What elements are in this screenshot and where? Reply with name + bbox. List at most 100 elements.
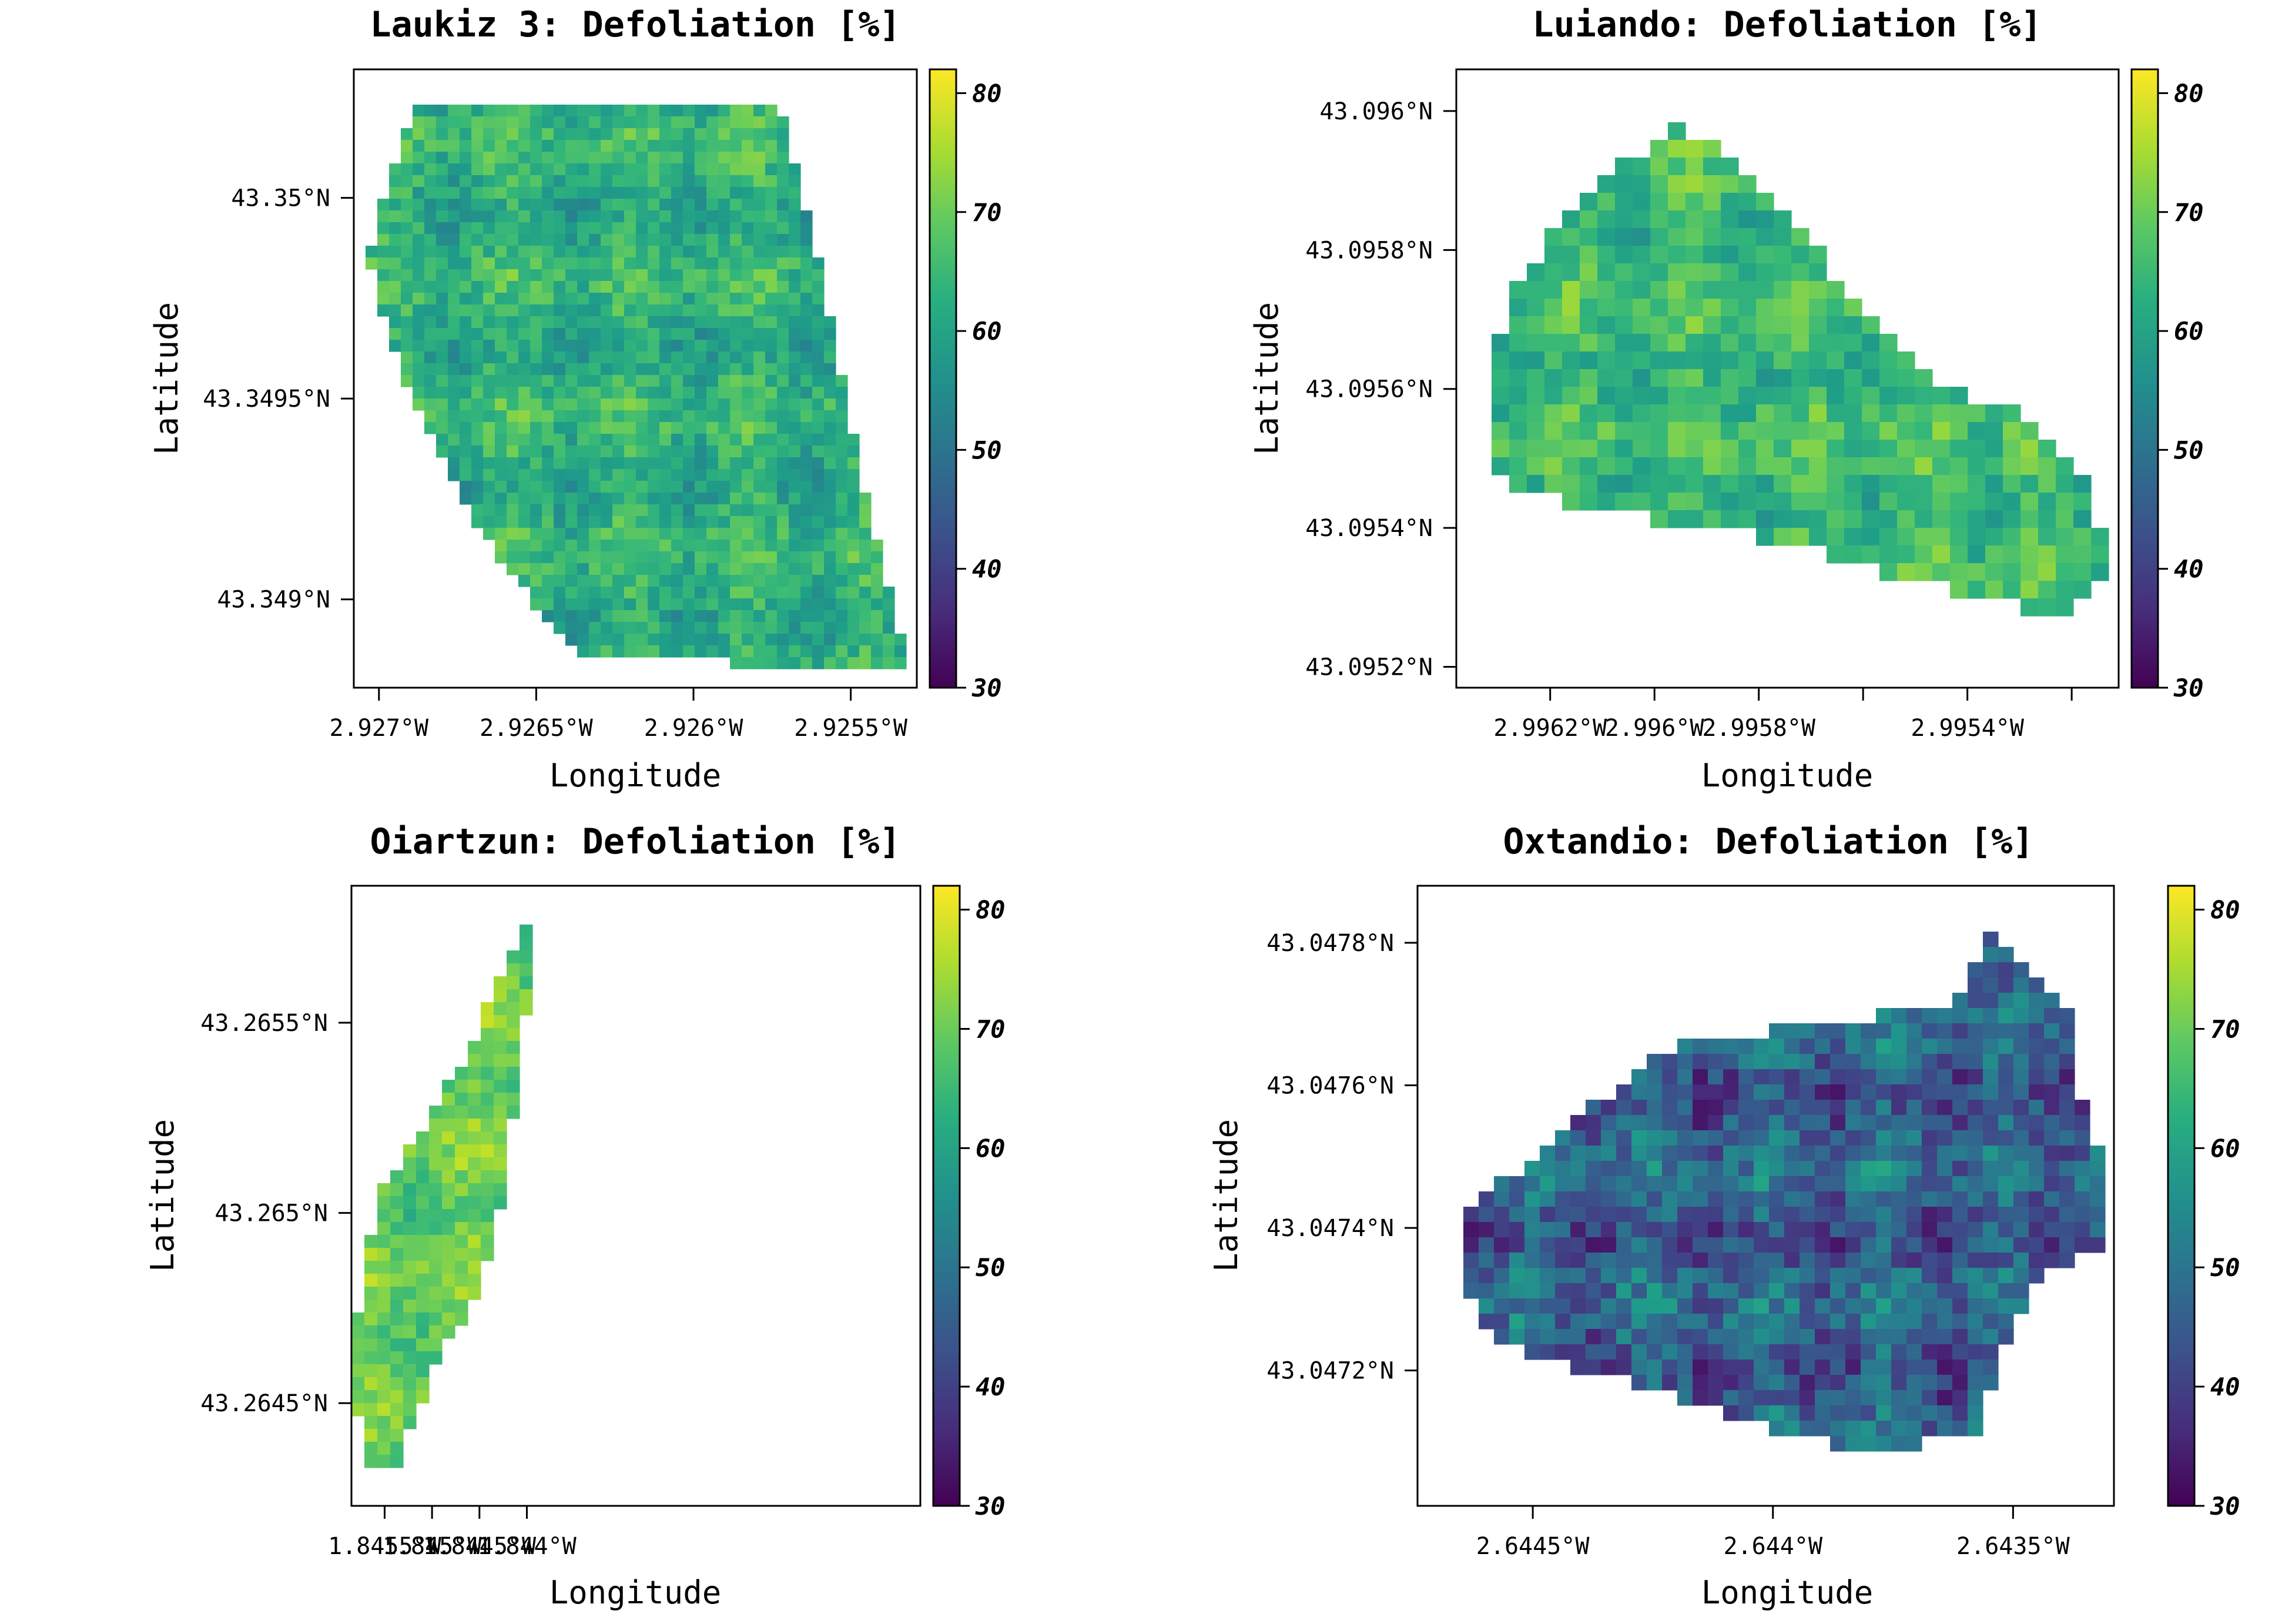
raster-cell	[468, 1235, 481, 1248]
raster-cell	[683, 210, 695, 223]
raster-cell	[659, 610, 672, 622]
raster-cell	[812, 622, 825, 634]
raster-cell	[1686, 140, 1704, 158]
raster-cell	[636, 634, 648, 646]
x-tick-label: 2.996°W	[1605, 715, 1704, 742]
raster-cell	[1754, 1054, 1770, 1070]
raster-cell	[730, 116, 742, 129]
raster-cell	[530, 304, 542, 317]
raster-cell	[753, 199, 766, 211]
raster-cell	[1562, 387, 1580, 405]
raster-cell	[530, 281, 542, 293]
raster-cell	[589, 375, 601, 387]
raster-cell	[671, 222, 683, 235]
raster-cell	[2020, 563, 2039, 581]
raster-cell	[730, 422, 742, 434]
raster-cell	[471, 152, 484, 164]
raster-cell	[1738, 457, 1757, 476]
raster-cell	[1897, 475, 1915, 493]
raster-cell	[1844, 510, 1862, 528]
raster-cell	[1830, 1283, 1846, 1299]
raster-cell	[494, 1028, 507, 1042]
raster-cell	[1615, 493, 1633, 511]
raster-cell	[483, 410, 495, 423]
raster-cell	[777, 304, 789, 317]
raster-cell	[777, 187, 789, 199]
raster-cell	[589, 446, 601, 458]
raster-cell	[1668, 404, 1686, 423]
raster-cell	[1861, 1421, 1877, 1437]
raster-cell	[1800, 1191, 1815, 1207]
raster-cell	[2075, 1130, 2090, 1146]
raster-cell	[1968, 510, 1986, 528]
raster-cell	[1540, 1268, 1556, 1284]
raster-cell	[636, 281, 648, 293]
raster-cell	[1580, 193, 1598, 211]
raster-cell	[1950, 404, 1968, 423]
raster-cell	[612, 340, 625, 352]
raster-cell	[1540, 1298, 1556, 1314]
raster-cell	[1494, 1237, 1510, 1253]
raster-cell	[742, 551, 754, 564]
raster-cell	[389, 163, 401, 176]
raster-cell	[1677, 1253, 1693, 1268]
raster-cell	[648, 645, 660, 658]
raster-cell	[542, 199, 554, 211]
raster-cell	[1738, 1283, 1754, 1299]
raster-cell	[777, 493, 789, 505]
raster-cell	[1647, 1298, 1663, 1314]
raster-cell	[1774, 369, 1792, 387]
raster-cell	[659, 316, 672, 329]
raster-cell	[507, 1080, 520, 1093]
raster-cell	[542, 516, 554, 528]
raster-cell	[1562, 457, 1580, 476]
raster-cell	[1703, 175, 1721, 193]
raster-cell	[1815, 1360, 1831, 1375]
raster-cell	[777, 446, 789, 458]
raster-cell	[659, 210, 672, 223]
raster-cell	[483, 116, 495, 129]
raster-cell	[1800, 1283, 1815, 1299]
raster-cell	[1769, 1237, 1785, 1253]
raster-cell	[1906, 1344, 1922, 1360]
raster-cell	[1876, 1100, 1892, 1116]
raster-cell	[1693, 1100, 1708, 1116]
raster-cell	[812, 328, 825, 340]
raster-cell	[1633, 158, 1651, 176]
raster-cell	[401, 257, 413, 270]
raster-cell	[777, 504, 789, 517]
raster-cell	[589, 457, 601, 470]
raster-cell	[1769, 1207, 1785, 1223]
raster-cell	[1891, 1360, 1907, 1375]
raster-cell	[847, 516, 860, 528]
raster-cell	[789, 645, 801, 658]
raster-cell	[1721, 404, 1739, 423]
raster-cell	[1937, 1390, 1953, 1406]
raster-cell	[565, 105, 578, 117]
raster-cell	[1555, 1176, 1571, 1192]
raster-cell	[730, 152, 742, 164]
raster-cell	[765, 634, 778, 646]
raster-cell	[648, 363, 660, 376]
raster-cell	[483, 281, 495, 293]
raster-cell	[1540, 1329, 1556, 1345]
raster-cell	[1738, 422, 1757, 440]
raster-cell	[436, 351, 448, 364]
raster-cell	[495, 293, 507, 305]
raster-cell	[1774, 475, 1792, 493]
raster-cell	[589, 540, 601, 552]
raster-cell	[1580, 246, 1598, 264]
raster-cell	[812, 293, 825, 305]
raster-cell	[542, 257, 554, 270]
raster-cell	[1784, 1329, 1800, 1345]
raster-cell	[671, 351, 683, 364]
raster-cell	[424, 210, 437, 223]
raster-cell	[471, 234, 484, 246]
raster-cell	[695, 528, 707, 540]
raster-cell	[2029, 993, 2045, 1009]
raster-cell	[554, 152, 566, 164]
raster-cell	[1906, 1375, 1922, 1391]
raster-cell	[1615, 228, 1633, 246]
raster-cell	[624, 563, 636, 575]
raster-cell	[601, 446, 613, 458]
